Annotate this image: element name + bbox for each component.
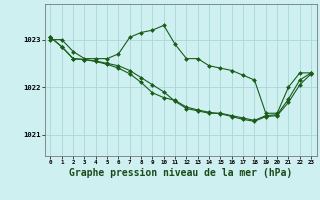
X-axis label: Graphe pression niveau de la mer (hPa): Graphe pression niveau de la mer (hPa) <box>69 168 292 178</box>
